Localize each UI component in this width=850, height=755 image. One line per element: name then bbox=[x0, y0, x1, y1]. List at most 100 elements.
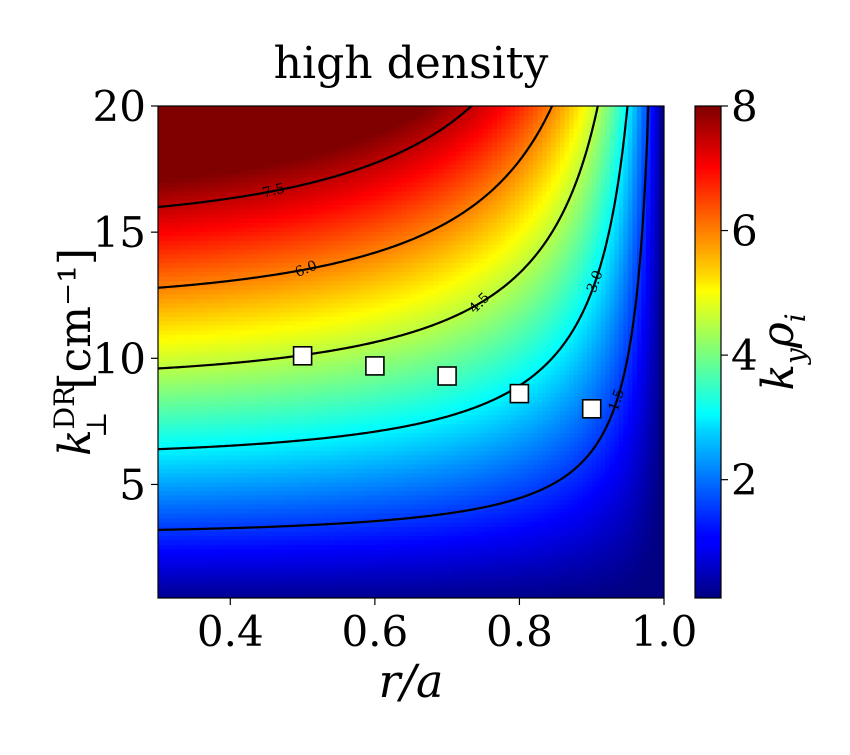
heatmap-cell bbox=[252, 419, 258, 425]
heatmap-cell bbox=[221, 580, 227, 586]
heatmap-cell bbox=[334, 530, 340, 536]
heatmap-cell bbox=[162, 258, 168, 264]
heatmap-cell bbox=[243, 432, 249, 438]
heatmap-cell bbox=[289, 262, 295, 268]
heatmap-cell bbox=[167, 477, 173, 483]
heatmap-cell bbox=[216, 168, 222, 174]
heatmap-cell bbox=[293, 329, 299, 335]
heatmap-cell bbox=[298, 258, 304, 264]
heatmap-cell bbox=[257, 521, 263, 528]
heatmap-cell bbox=[261, 302, 268, 308]
heatmap-cell bbox=[158, 195, 164, 201]
heatmap-cell bbox=[316, 477, 322, 483]
heatmap-cell bbox=[284, 141, 290, 147]
heatmap-cell bbox=[239, 137, 245, 143]
heatmap-cell bbox=[338, 168, 344, 174]
heatmap-cell bbox=[320, 352, 326, 358]
heatmap-cell bbox=[158, 521, 164, 528]
heatmap-cell bbox=[189, 374, 195, 380]
heatmap-cell bbox=[356, 298, 362, 304]
heatmap-cell bbox=[352, 486, 358, 492]
heatmap-cell bbox=[198, 119, 204, 125]
heatmap-cell bbox=[216, 343, 222, 349]
heatmap-cell bbox=[325, 186, 331, 192]
heatmap-cell bbox=[248, 199, 254, 205]
heatmap-cell bbox=[352, 114, 358, 121]
heatmap-cell bbox=[275, 222, 281, 228]
heatmap-cell bbox=[289, 208, 295, 214]
heatmap-cell bbox=[180, 441, 186, 447]
heatmap-cell bbox=[298, 137, 304, 143]
heatmap-cell bbox=[329, 177, 335, 183]
heatmap-cell bbox=[266, 226, 272, 232]
heatmap-cell bbox=[194, 405, 200, 411]
heatmap-cell bbox=[239, 352, 245, 358]
heatmap-cell bbox=[216, 499, 222, 505]
heatmap-cell bbox=[338, 137, 344, 143]
heatmap-cell bbox=[270, 164, 277, 170]
heatmap-cell bbox=[198, 486, 204, 492]
heatmap-cell bbox=[194, 123, 200, 129]
heatmap-cell bbox=[329, 199, 335, 205]
heatmap-cell bbox=[284, 155, 290, 161]
heatmap-cell bbox=[302, 401, 308, 407]
heatmap-cell bbox=[316, 141, 322, 147]
heatmap-cell bbox=[225, 432, 231, 438]
heatmap-cell bbox=[334, 432, 340, 438]
heatmap-cell bbox=[338, 580, 344, 586]
heatmap-cell bbox=[158, 575, 164, 581]
heatmap-cell bbox=[289, 374, 295, 380]
heatmap-cell bbox=[212, 535, 218, 541]
heatmap-cell bbox=[284, 414, 290, 420]
heatmap-cell bbox=[158, 182, 164, 188]
heatmap-cell bbox=[279, 396, 286, 402]
heatmap-cell bbox=[284, 423, 290, 429]
heatmap-cell bbox=[189, 352, 195, 358]
heatmap-cell bbox=[356, 481, 362, 487]
heatmap-cell bbox=[212, 589, 218, 595]
heatmap-cell bbox=[325, 150, 331, 156]
heatmap-cell bbox=[171, 267, 177, 273]
heatmap-cell bbox=[234, 217, 240, 223]
heatmap-cell bbox=[270, 526, 277, 532]
heatmap-cell bbox=[316, 530, 322, 536]
heatmap-cell bbox=[239, 369, 245, 375]
heatmap-cell bbox=[171, 383, 177, 389]
heatmap-cell bbox=[189, 164, 195, 170]
heatmap-cell bbox=[212, 450, 218, 456]
heatmap-cell bbox=[185, 146, 191, 152]
heatmap-cell bbox=[243, 258, 249, 264]
heatmap-cell bbox=[230, 490, 236, 496]
heatmap-cell bbox=[361, 517, 367, 523]
heatmap-cell bbox=[356, 526, 362, 532]
heatmap-cell bbox=[176, 548, 182, 554]
heatmap-cell bbox=[293, 445, 299, 451]
heatmap-cell bbox=[239, 343, 245, 349]
heatmap-cell bbox=[158, 173, 164, 179]
heatmap-cell bbox=[307, 405, 313, 411]
heatmap-cell bbox=[203, 445, 209, 451]
heatmap-cell bbox=[216, 575, 222, 581]
heatmap-cell bbox=[171, 553, 177, 559]
heatmap-cell bbox=[279, 557, 286, 563]
heatmap-cell bbox=[225, 311, 231, 317]
heatmap-cell bbox=[180, 222, 186, 228]
heatmap-cell bbox=[329, 289, 335, 295]
heatmap-cell bbox=[352, 199, 358, 205]
heatmap-cell bbox=[275, 155, 281, 161]
heatmap-cell bbox=[207, 566, 213, 572]
heatmap-cell bbox=[221, 132, 227, 138]
heatmap-cell bbox=[334, 352, 340, 358]
heatmap-cell bbox=[216, 544, 222, 550]
heatmap-cell bbox=[270, 293, 277, 299]
heatmap-cell bbox=[189, 240, 195, 246]
heatmap-cell bbox=[203, 575, 209, 581]
heatmap-cell bbox=[293, 298, 299, 304]
heatmap-cell bbox=[216, 195, 222, 201]
heatmap-cell bbox=[171, 575, 177, 581]
heatmap-cell bbox=[216, 347, 222, 353]
heatmap-cell bbox=[275, 544, 281, 550]
heatmap-cell bbox=[167, 495, 173, 501]
heatmap-cell bbox=[239, 472, 245, 478]
heatmap-cell bbox=[180, 137, 186, 143]
